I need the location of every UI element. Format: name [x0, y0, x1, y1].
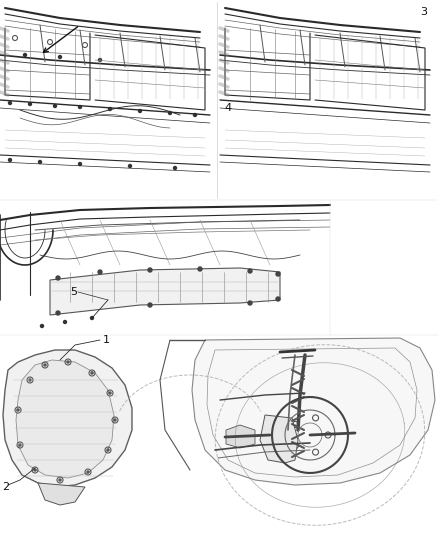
- Polygon shape: [226, 425, 255, 448]
- Polygon shape: [3, 350, 132, 487]
- Circle shape: [24, 53, 27, 56]
- Circle shape: [107, 449, 109, 451]
- Bar: [0, 200, 330, 335]
- Circle shape: [276, 297, 280, 301]
- Circle shape: [114, 419, 116, 421]
- Circle shape: [91, 317, 93, 319]
- Circle shape: [148, 268, 152, 272]
- Polygon shape: [192, 338, 435, 485]
- Circle shape: [67, 361, 69, 363]
- Polygon shape: [38, 483, 85, 505]
- Circle shape: [8, 101, 11, 104]
- Circle shape: [248, 269, 252, 273]
- Circle shape: [78, 106, 81, 109]
- Circle shape: [91, 372, 93, 374]
- Circle shape: [39, 160, 42, 164]
- Circle shape: [29, 379, 31, 381]
- Circle shape: [28, 102, 32, 106]
- Text: 5: 5: [70, 287, 77, 297]
- Circle shape: [34, 469, 36, 471]
- Circle shape: [56, 276, 60, 280]
- Polygon shape: [16, 360, 114, 478]
- Bar: [0, 335, 438, 533]
- Circle shape: [138, 109, 141, 112]
- Circle shape: [98, 270, 102, 274]
- Circle shape: [59, 55, 61, 59]
- Polygon shape: [260, 415, 298, 463]
- Circle shape: [64, 320, 67, 324]
- Circle shape: [194, 114, 197, 117]
- Circle shape: [148, 303, 152, 307]
- Bar: [220, 0, 433, 198]
- Circle shape: [128, 165, 131, 167]
- Circle shape: [53, 104, 57, 108]
- Circle shape: [248, 301, 252, 305]
- Circle shape: [78, 163, 81, 166]
- Circle shape: [59, 479, 61, 481]
- Text: 2: 2: [2, 482, 9, 492]
- Circle shape: [44, 364, 46, 366]
- Circle shape: [109, 108, 112, 110]
- Circle shape: [173, 166, 177, 169]
- Bar: [0, 0, 213, 198]
- Polygon shape: [50, 268, 280, 315]
- Circle shape: [198, 267, 202, 271]
- Circle shape: [87, 471, 89, 473]
- Circle shape: [276, 272, 280, 276]
- Circle shape: [19, 444, 21, 446]
- Text: 1: 1: [103, 335, 110, 345]
- Text: 3: 3: [420, 7, 427, 17]
- Circle shape: [99, 59, 102, 61]
- Circle shape: [169, 111, 172, 115]
- Circle shape: [40, 325, 43, 327]
- Circle shape: [8, 158, 11, 161]
- Circle shape: [109, 392, 111, 394]
- Text: 4: 4: [224, 103, 231, 113]
- Circle shape: [17, 409, 19, 411]
- Circle shape: [56, 311, 60, 315]
